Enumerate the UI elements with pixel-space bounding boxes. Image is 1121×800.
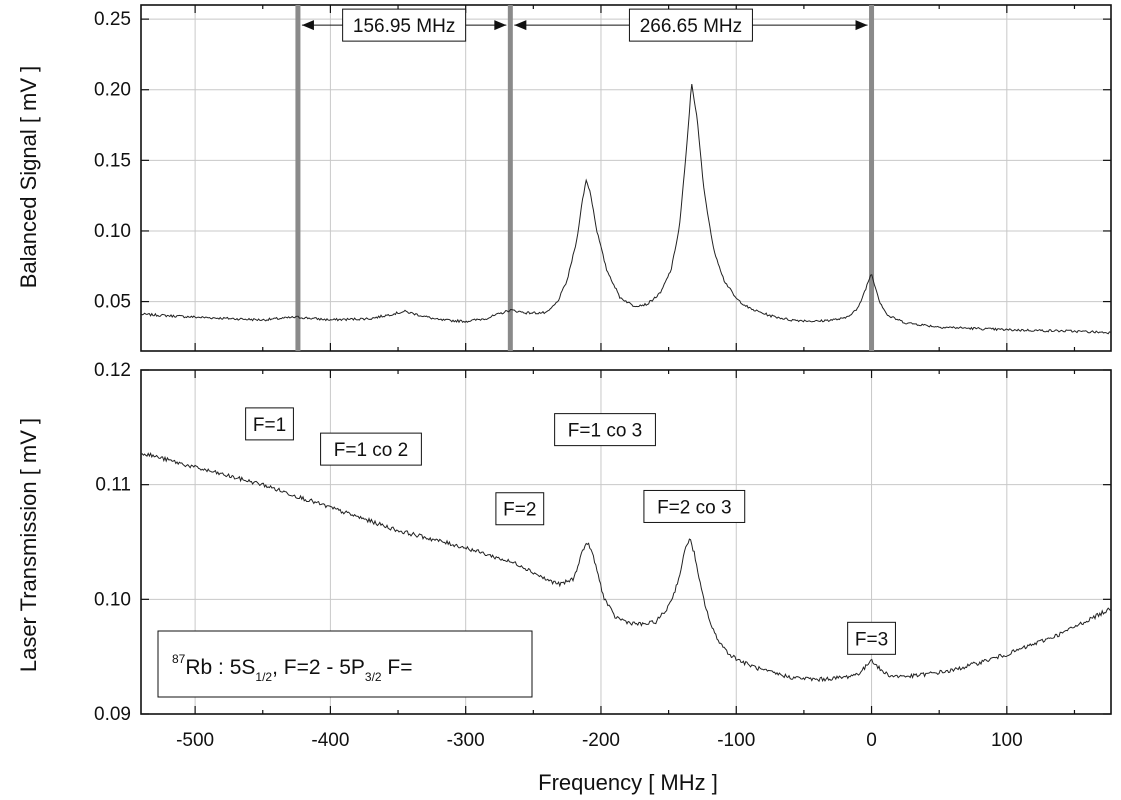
y-tick-label: 0.10 [94, 589, 131, 610]
transition-label-box [320, 432, 422, 466]
x-axis-label: Frequency [ MHz ] [538, 770, 718, 795]
x-tick-label: -100 [717, 730, 755, 751]
plot-frame [140, 369, 1112, 715]
x-tick-label: -200 [582, 730, 620, 751]
y-tick-label: 0.09 [94, 704, 131, 725]
inset-legend: 87Rb : 5S1/2, F=2 - 5P3/2 F= [157, 630, 533, 698]
y-tick-label: 0.20 [94, 80, 131, 101]
span-arrow-head-left [301, 20, 314, 31]
transition-label: F=2 co 3 [657, 497, 731, 518]
transition-label-box [643, 489, 746, 523]
bottom-y-axis-label: Laser Transmission [ mV ] [16, 418, 41, 672]
x-tick-label: 0 [866, 730, 877, 751]
series-line [141, 84, 1111, 335]
inset-element: Rb : 5S [185, 656, 255, 679]
transition-label-box [495, 492, 545, 526]
transition-label-box [245, 407, 294, 441]
inset-isotope: 87 [172, 652, 186, 666]
y-tick-label: 0.25 [94, 9, 131, 30]
top-panel: 0.05 0.10 0.15 0.20 0.25 156.95 MHz 266.65 MHz [94, 4, 1112, 352]
span-arrow-head-left [514, 20, 527, 31]
y-tick-label: 0.12 [94, 360, 131, 381]
transition-label: F=2 [503, 500, 536, 521]
y-tick-label: 0.15 [94, 150, 131, 171]
bottom-panel: 0.09 0.10 0.11 0.12 -500 -400 -300 -200 -100 0 100… [94, 360, 1112, 751]
inset-mid: , F=2 - 5P [272, 656, 365, 679]
inset-sub1: 1/2 [255, 670, 272, 684]
inset-box [157, 630, 533, 698]
span-label: 156.95 MHz [353, 16, 455, 37]
span-label-box [628, 8, 753, 42]
inset-sub2: 3/2 [365, 670, 382, 684]
x-tick-label: -500 [176, 730, 214, 751]
inset-tail: F= [382, 656, 413, 679]
plot-frame [140, 4, 1112, 352]
transition-label-box [554, 413, 656, 447]
x-tick-label: 100 [991, 730, 1023, 751]
top-y-axis-label: Balanced Signal [ mV ] [16, 66, 41, 289]
span-label: 266.65 MHz [640, 16, 742, 37]
transition-label: F=3 [855, 629, 888, 650]
y-tick-label: 0.11 [95, 475, 131, 496]
inset-formula: 87Rb : 5S1/2, F=2 - 5P3/2 F= [172, 652, 413, 684]
series-line [141, 452, 1111, 683]
transition-label: F=1 co 2 [334, 440, 408, 461]
y-tick-label: 0.05 [94, 292, 131, 313]
transition-label-box [847, 621, 896, 655]
y-tick-label: 0.10 [94, 221, 131, 242]
span-arrow-head-right [855, 20, 868, 31]
span-arrow-head-right [494, 20, 507, 31]
transition-label: F=1 co 3 [568, 421, 642, 442]
x-tick-label: -400 [311, 730, 349, 751]
transition-label: F=1 [253, 415, 286, 436]
x-tick-label: -300 [447, 730, 485, 751]
span-label-box [342, 8, 467, 42]
